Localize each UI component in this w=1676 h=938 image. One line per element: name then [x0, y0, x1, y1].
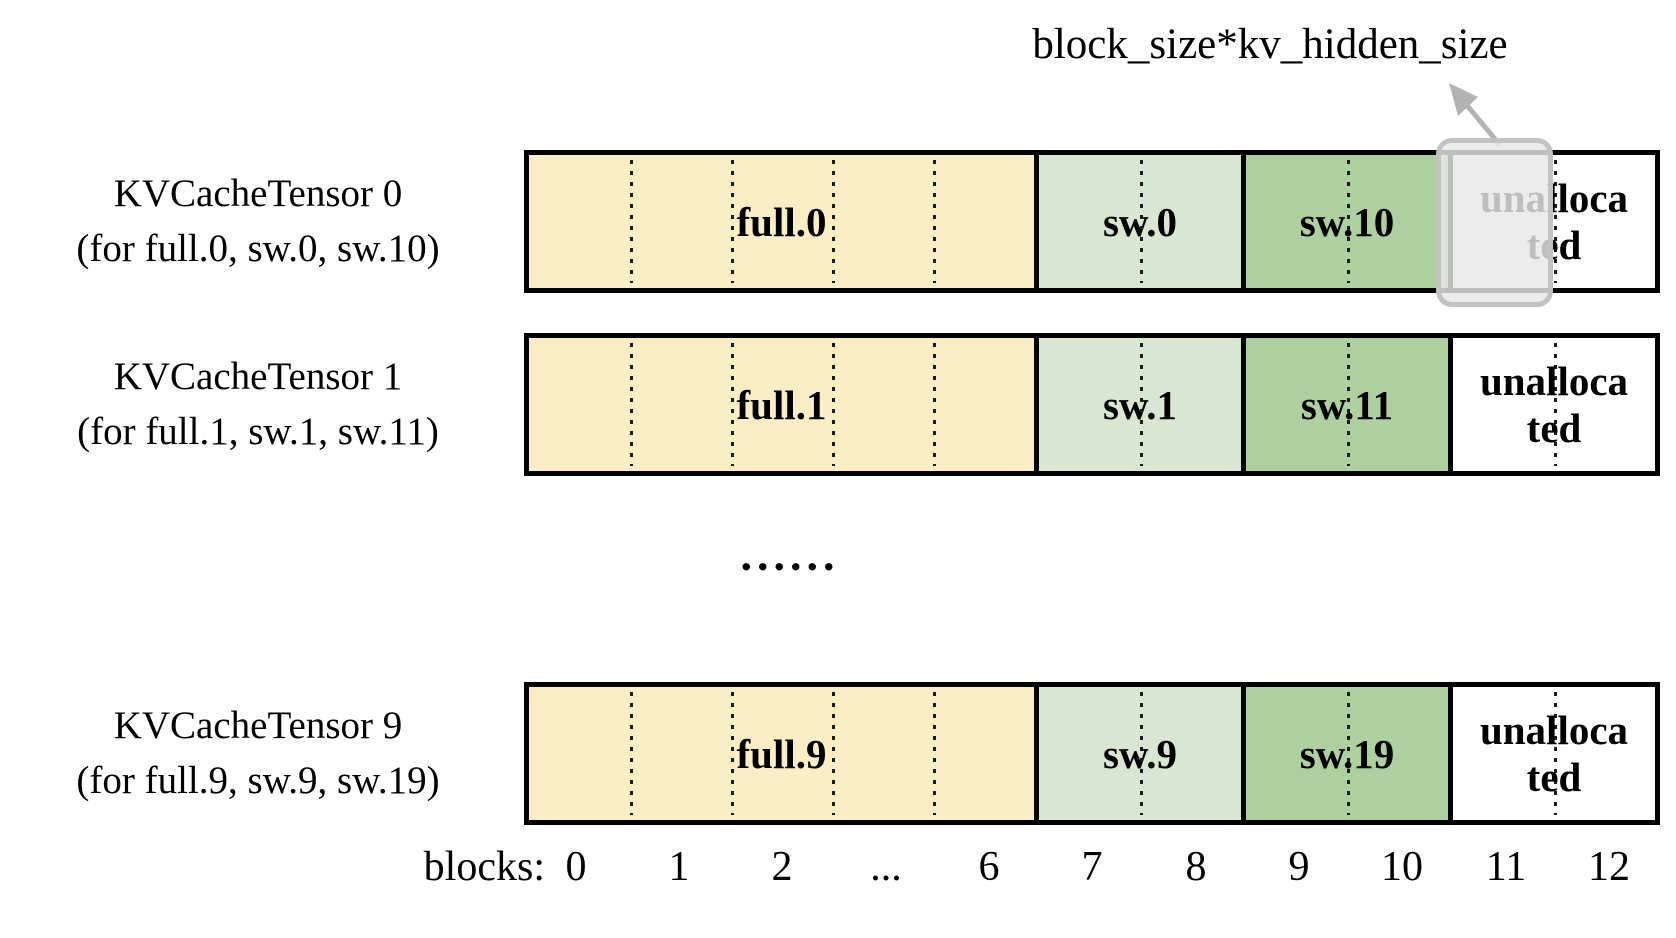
- block-divider: [1554, 692, 1557, 815]
- tensor0-sublabel: (for full.0, sw.0, sw.10): [76, 227, 440, 270]
- row0-label: KVCacheTensor 0 (for full.0, sw.0, sw.10…: [10, 166, 506, 276]
- tensor1-sublabel: (for full.1, sw.1, sw.11): [77, 410, 439, 453]
- block-divider: [832, 160, 835, 283]
- block-divider: [1347, 692, 1350, 815]
- axis-tick-9: 9: [1288, 844, 1310, 890]
- bar1-full-label: full.1: [736, 381, 827, 428]
- block-divider: [731, 160, 734, 283]
- block-size-annotation: block_size*kv_hidden_size: [1032, 21, 1508, 68]
- axis-tick-10: 10: [1381, 844, 1423, 890]
- block-divider: [1554, 343, 1557, 466]
- axis-tick-ellipsis: ...: [870, 844, 902, 890]
- bar1-sw-b-segment: sw.11: [1246, 338, 1453, 471]
- bar1-full-segment: full.1: [529, 338, 1039, 471]
- block-divider: [1140, 692, 1143, 815]
- block-divider: [933, 160, 936, 283]
- bar9-full-label: full.9: [736, 730, 827, 777]
- block-divider: [832, 343, 835, 466]
- block-divider: [630, 343, 633, 466]
- block-divider: [1140, 160, 1143, 283]
- block-divider: [630, 692, 633, 815]
- block-divider: [832, 692, 835, 815]
- rows-ellipsis: ......: [740, 529, 840, 580]
- row1-label: KVCacheTensor 1 (for full.1, sw.1, sw.11…: [10, 349, 506, 459]
- blocks-axis: blocks: 0 1 2 ... 6 7 8 9 10 11 12: [0, 843, 1676, 903]
- bar9-sw-b-segment: sw.19: [1246, 687, 1453, 820]
- block-divider: [630, 160, 633, 283]
- bar0-full-segment: full.0: [529, 155, 1039, 288]
- kvcache-bar-1: full.1 sw.1 sw.11 unalloca ted: [524, 333, 1660, 476]
- bar1-unallocated-label: unalloca ted: [1479, 357, 1629, 451]
- tensor1-name: KVCacheTensor 1: [113, 355, 403, 398]
- axis-tick-6: 6: [978, 844, 1000, 890]
- tensor9-name: KVCacheTensor 9: [113, 704, 403, 747]
- bar9-unallocated-segment: unalloca ted: [1453, 687, 1655, 820]
- axis-tick-12: 12: [1588, 844, 1630, 890]
- bar9-full-segment: full.9: [529, 687, 1039, 820]
- block-divider: [1140, 343, 1143, 466]
- block-divider: [933, 343, 936, 466]
- block-divider: [731, 692, 734, 815]
- axis-tick-1: 1: [668, 844, 690, 890]
- bar0-sw-a-segment: sw.0: [1039, 155, 1246, 288]
- bar1-unallocated-segment: unalloca ted: [1453, 338, 1655, 471]
- block-divider: [731, 343, 734, 466]
- bar1-sw-b-label: sw.11: [1301, 381, 1393, 429]
- tensor0-name: KVCacheTensor 0: [113, 172, 403, 215]
- axis-tick-2: 2: [771, 844, 793, 890]
- blocks-axis-caption: blocks:: [423, 844, 545, 890]
- axis-tick-7: 7: [1081, 844, 1103, 890]
- tensor9-sublabel: (for full.9, sw.9, sw.19): [76, 759, 440, 802]
- block-size-highlight-box: [1436, 138, 1553, 307]
- row9-label: KVCacheTensor 9 (for full.9, sw.9, sw.19…: [10, 698, 506, 808]
- block-divider: [1554, 160, 1557, 283]
- bar0-sw-b-segment: sw.10: [1246, 155, 1453, 288]
- block-divider: [1347, 343, 1350, 466]
- block-divider: [1347, 160, 1350, 283]
- bar0-full-label: full.0: [736, 198, 827, 245]
- axis-tick-0: 0: [565, 844, 587, 890]
- axis-tick-11: 11: [1485, 844, 1527, 890]
- block-divider: [933, 692, 936, 815]
- bar9-unallocated-label: unalloca ted: [1479, 706, 1629, 800]
- bar1-sw-a-segment: sw.1: [1039, 338, 1246, 471]
- bar9-sw-a-segment: sw.9: [1039, 687, 1246, 820]
- axis-tick-8: 8: [1185, 844, 1207, 890]
- kvcache-bar-9: full.9 sw.9 sw.19 unalloca ted: [524, 682, 1660, 825]
